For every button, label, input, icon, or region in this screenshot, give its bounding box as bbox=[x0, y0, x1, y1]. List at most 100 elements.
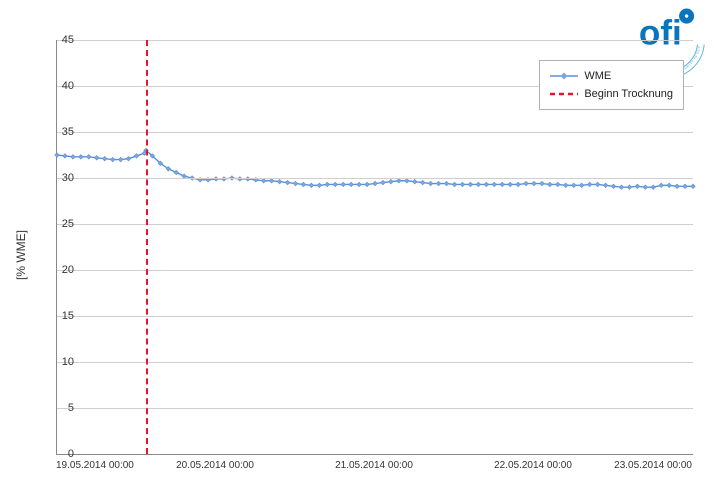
series-marker-wme bbox=[118, 157, 123, 162]
series-marker-wme bbox=[564, 183, 569, 188]
series-marker-wme bbox=[436, 181, 441, 186]
legend: WME Beginn Trocknung bbox=[539, 60, 684, 110]
series-marker-wme bbox=[579, 183, 584, 188]
series-marker-wme bbox=[444, 181, 449, 186]
gridline-h bbox=[57, 316, 693, 317]
y-tick-label: 25 bbox=[46, 218, 74, 230]
chart-container: { "logo": { "text_main": "ofi", "text_ri… bbox=[0, 0, 714, 500]
x-tick-label: 20.05.2014 00:00 bbox=[176, 460, 254, 471]
x-tick-label: 23.05.2014 00:00 bbox=[614, 460, 692, 471]
series-marker-wme bbox=[468, 182, 473, 187]
series-marker-wme bbox=[476, 182, 481, 187]
series-marker-wme bbox=[174, 170, 179, 175]
series-marker-wme bbox=[532, 181, 537, 186]
series-marker-wme bbox=[357, 182, 362, 187]
legend-item-wme: WME bbox=[550, 67, 673, 85]
x-tick-label: 22.05.2014 00:00 bbox=[494, 460, 572, 471]
series-marker-wme bbox=[269, 178, 274, 183]
y-tick-label: 45 bbox=[46, 34, 74, 46]
legend-item-beginn: Beginn Trocknung bbox=[550, 85, 673, 103]
series-marker-wme bbox=[627, 185, 632, 190]
series-marker-wme bbox=[55, 153, 60, 158]
series-marker-wme bbox=[277, 179, 282, 184]
legend-label-wme: WME bbox=[584, 70, 611, 82]
series-marker-wme bbox=[571, 183, 576, 188]
series-marker-wme bbox=[301, 182, 306, 187]
series-marker-wme bbox=[110, 157, 115, 162]
series-marker-wme bbox=[508, 182, 513, 187]
gridline-h bbox=[57, 408, 693, 409]
reference-line-beginn-trocknung bbox=[146, 40, 148, 454]
series-marker-wme bbox=[587, 182, 592, 187]
series-marker-wme bbox=[349, 182, 354, 187]
y-tick-label: 0 bbox=[46, 448, 74, 460]
gridline-h bbox=[57, 178, 693, 179]
series-marker-wme bbox=[619, 185, 624, 190]
series-marker-wme bbox=[556, 182, 561, 187]
series-marker-wme bbox=[595, 182, 600, 187]
y-tick-label: 35 bbox=[46, 126, 74, 138]
series-marker-wme bbox=[381, 180, 386, 185]
series-marker-wme bbox=[309, 183, 314, 188]
series-marker-wme bbox=[659, 183, 664, 188]
series-marker-wme bbox=[341, 182, 346, 187]
series-marker-wme bbox=[548, 182, 553, 187]
series-marker-wme bbox=[651, 185, 656, 190]
series-marker-wme bbox=[667, 183, 672, 188]
legend-label-beginn: Beginn Trocknung bbox=[584, 88, 673, 100]
y-tick-label: 5 bbox=[46, 402, 74, 414]
series-marker-wme bbox=[94, 155, 99, 160]
series-marker-wme bbox=[428, 181, 433, 186]
legend-swatch-beginn bbox=[550, 88, 578, 100]
y-axis-title: [% WME] bbox=[14, 230, 28, 280]
series-marker-wme bbox=[79, 155, 84, 160]
series-marker-wme bbox=[540, 181, 545, 186]
series-marker-wme bbox=[134, 154, 139, 159]
gridline-h bbox=[57, 224, 693, 225]
series-marker-wme bbox=[397, 178, 402, 183]
series-marker-wme bbox=[691, 184, 696, 189]
series-marker-wme bbox=[87, 155, 92, 160]
series-marker-wme bbox=[675, 184, 680, 189]
logo-i-dot bbox=[682, 11, 691, 20]
series-marker-wme bbox=[524, 181, 529, 186]
y-tick-label: 40 bbox=[46, 80, 74, 92]
series-marker-wme bbox=[325, 182, 330, 187]
series-marker-wme bbox=[452, 182, 457, 187]
series-marker-wme bbox=[412, 179, 417, 184]
series-marker-wme bbox=[365, 182, 370, 187]
y-tick-label: 15 bbox=[46, 310, 74, 322]
x-tick-label: 19.05.2014 00:00 bbox=[56, 460, 134, 471]
y-tick-label: 10 bbox=[46, 356, 74, 368]
series-marker-wme bbox=[460, 182, 465, 187]
series-marker-wme bbox=[293, 181, 298, 186]
series-marker-wme bbox=[126, 156, 131, 161]
y-tick-label: 30 bbox=[46, 172, 74, 184]
x-tick-label: 21.05.2014 00:00 bbox=[335, 460, 413, 471]
series-marker-wme bbox=[261, 178, 266, 183]
gridline-h bbox=[57, 40, 693, 41]
series-marker-wme bbox=[317, 183, 322, 188]
series-marker-wme bbox=[389, 179, 394, 184]
series-marker-wme bbox=[420, 180, 425, 185]
series-marker-wme bbox=[635, 184, 640, 189]
series-marker-wme bbox=[603, 183, 608, 188]
series-marker-wme bbox=[71, 155, 76, 160]
gridline-h bbox=[57, 132, 693, 133]
series-marker-wme bbox=[643, 185, 648, 190]
series-marker-wme bbox=[405, 178, 410, 183]
series-marker-wme bbox=[373, 181, 378, 186]
y-tick-label: 20 bbox=[46, 264, 74, 276]
series-marker-wme bbox=[500, 182, 505, 187]
legend-swatch-wme bbox=[550, 70, 578, 82]
series-marker-wme bbox=[484, 182, 489, 187]
gridline-h bbox=[57, 362, 693, 363]
gridline-h bbox=[57, 270, 693, 271]
series-marker-wme bbox=[683, 184, 688, 189]
series-marker-wme bbox=[285, 180, 290, 185]
series-marker-wme bbox=[492, 182, 497, 187]
series-marker-wme bbox=[516, 182, 521, 187]
series-marker-wme bbox=[333, 182, 338, 187]
series-marker-wme bbox=[611, 184, 616, 189]
series-marker-wme bbox=[102, 156, 107, 161]
